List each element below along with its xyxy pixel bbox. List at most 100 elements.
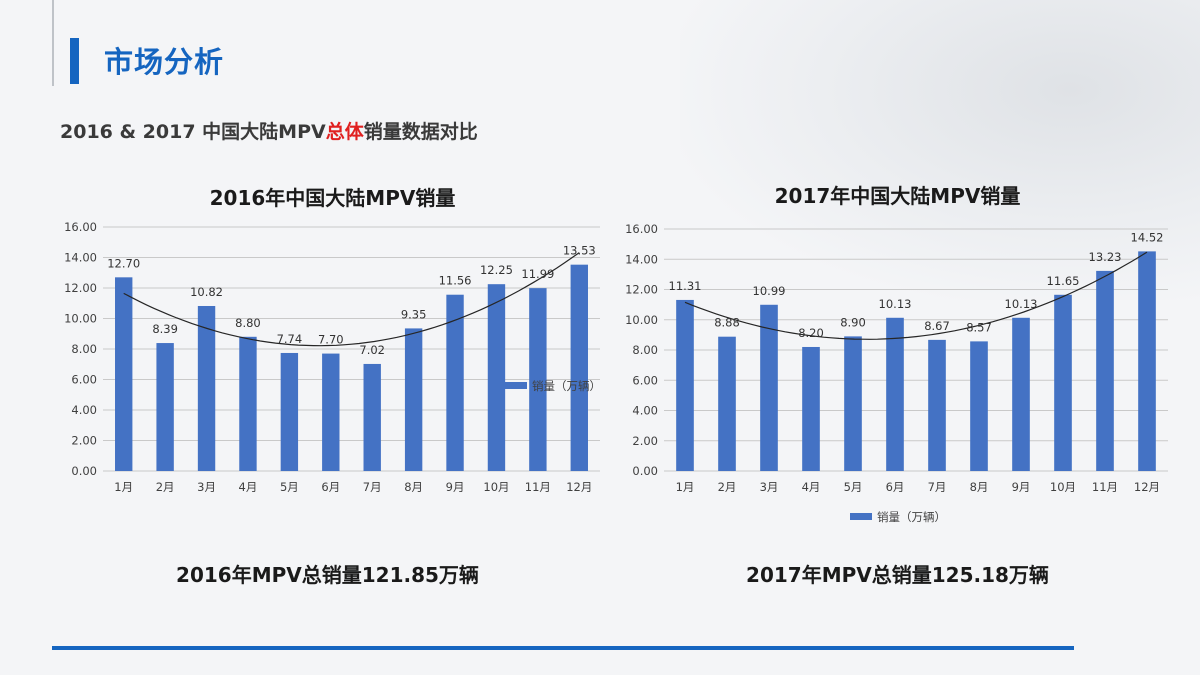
y-tick-label-2017: 8.00	[632, 343, 658, 357]
data-label-2017: 8.20	[798, 326, 824, 340]
y-tick-label-2017: 0.00	[632, 464, 658, 478]
data-label-2017: 10.13	[1005, 297, 1038, 311]
x-tick-label-2016: 10月	[483, 480, 509, 494]
bar-2017	[802, 346, 820, 471]
left-divider	[52, 0, 54, 86]
y-tick-label-2016: 14.00	[64, 251, 97, 265]
y-tick-label-2017: 2.00	[632, 434, 658, 448]
x-tick-label-2017: 12月	[1134, 480, 1160, 494]
x-tick-label-2016: 7月	[363, 480, 382, 494]
bar-2017	[844, 336, 862, 471]
data-label-2017: 11.31	[669, 279, 702, 293]
data-label-2017: 8.90	[840, 315, 866, 329]
background-decoration	[680, 0, 1200, 300]
x-tick-label-2016: 12月	[566, 480, 592, 494]
x-tick-label-2017: 7月	[928, 480, 947, 494]
data-label-2016: 9.35	[401, 307, 427, 321]
subtitle: 2016 & 2017 中国大陆MPV总体销量数据对比	[60, 118, 478, 146]
x-tick-label-2017: 9月	[1012, 480, 1031, 494]
bar-2016	[239, 336, 257, 471]
bar-2016	[280, 352, 299, 471]
data-label-2017: 13.23	[1089, 250, 1122, 264]
x-tick-label-2016: 6月	[321, 480, 340, 494]
data-label-2016: 11.56	[439, 274, 472, 288]
subtitle-prefix: 2016 & 2017 中国大陆MPV	[60, 121, 326, 143]
y-tick-label-2016: 10.00	[64, 312, 97, 326]
data-label-2016: 10.82	[190, 285, 223, 299]
page-title: 市场分析	[104, 45, 225, 79]
total-2016: 2016年MPV总销量121.85万辆	[176, 563, 479, 587]
bar-2017	[1012, 317, 1030, 471]
bar-2017	[886, 317, 904, 471]
data-label-2017: 14.52	[1131, 230, 1164, 244]
bar-2017	[1096, 270, 1114, 471]
x-tick-label-2017: 2月	[718, 480, 737, 494]
y-tick-label-2016: 8.00	[71, 342, 97, 356]
bar-2016	[404, 328, 423, 471]
y-tick-label-2017: 14.00	[625, 252, 658, 266]
title-accent-bar	[70, 38, 79, 84]
bar-2016	[529, 288, 547, 471]
data-label-2016: 8.39	[152, 322, 178, 336]
y-tick-label-2017: 4.00	[632, 404, 658, 418]
x-tick-label-2017: 1月	[676, 480, 695, 494]
data-label-2017: 10.13	[879, 297, 912, 311]
y-tick-label-2016: 2.00	[71, 434, 97, 448]
y-tick-label-2017: 16.00	[625, 222, 658, 236]
bar-2017	[676, 299, 694, 471]
x-tick-label-2016: 4月	[239, 480, 258, 494]
x-tick-label-2016: 1月	[114, 480, 133, 494]
y-tick-label-2016: 6.00	[71, 373, 97, 387]
data-label-2016: 8.80	[235, 316, 261, 330]
x-tick-label-2016: 11月	[525, 480, 551, 494]
x-tick-label-2016: 8月	[404, 480, 423, 494]
legend-label-2017: 销量（万辆）	[877, 510, 946, 524]
legend-swatch-2016	[505, 382, 527, 389]
chart-title-2016: 2016年中国大陆MPV销量	[209, 186, 456, 210]
bar-2016	[446, 294, 464, 471]
bar-2017	[970, 341, 988, 471]
legend-label-2016: 销量（万辆）	[532, 379, 601, 393]
data-label-2016: 12.70	[107, 256, 140, 270]
data-label-2017: 11.65	[1047, 274, 1080, 288]
data-label-2016: 7.70	[318, 333, 344, 347]
bar-2016	[322, 353, 340, 471]
trendline-2017	[684, 251, 1148, 340]
data-label-2017: 10.99	[753, 284, 786, 298]
bottom-divider	[52, 646, 1074, 650]
y-tick-label-2017: 12.00	[625, 283, 658, 297]
data-label-2016: 12.25	[480, 263, 513, 277]
x-tick-label-2016: 3月	[197, 480, 216, 494]
data-label-2017: 8.67	[924, 319, 950, 333]
bar-2016	[115, 277, 133, 471]
y-tick-label-2016: 16.00	[64, 220, 97, 234]
bar-2016	[156, 343, 174, 471]
data-label-2016: 11.99	[521, 267, 554, 281]
data-label-2016: 7.02	[359, 343, 385, 357]
bar-2017	[1138, 251, 1156, 471]
x-tick-label-2017: 6月	[886, 480, 905, 494]
x-tick-label-2017: 11月	[1092, 480, 1118, 494]
bar-2016	[197, 305, 216, 471]
y-tick-label-2016: 0.00	[71, 464, 97, 478]
bar-2017	[760, 304, 778, 471]
legend-swatch-2017	[850, 513, 872, 520]
bar-2017	[718, 336, 736, 471]
bar-2016	[363, 363, 381, 471]
y-tick-label-2017: 6.00	[632, 373, 658, 387]
subtitle-highlight: 总体	[325, 121, 364, 143]
x-tick-label-2017: 5月	[844, 480, 863, 494]
y-tick-label-2016: 12.00	[64, 281, 97, 295]
x-tick-label-2016: 2月	[156, 480, 175, 494]
bar-2017	[928, 339, 946, 471]
x-tick-label-2017: 3月	[760, 480, 779, 494]
data-label-2017: 8.57	[966, 320, 992, 334]
x-tick-label-2017: 4月	[802, 480, 821, 494]
y-tick-label-2016: 4.00	[71, 403, 97, 417]
bar-2017	[1054, 294, 1072, 471]
trendline-2016	[123, 252, 580, 347]
data-label-2016: 13.53	[563, 244, 596, 258]
x-tick-label-2016: 9月	[446, 480, 465, 494]
y-tick-label-2017: 10.00	[625, 313, 658, 327]
chart-title-2017: 2017年中国大陆MPV销量	[774, 184, 1021, 208]
